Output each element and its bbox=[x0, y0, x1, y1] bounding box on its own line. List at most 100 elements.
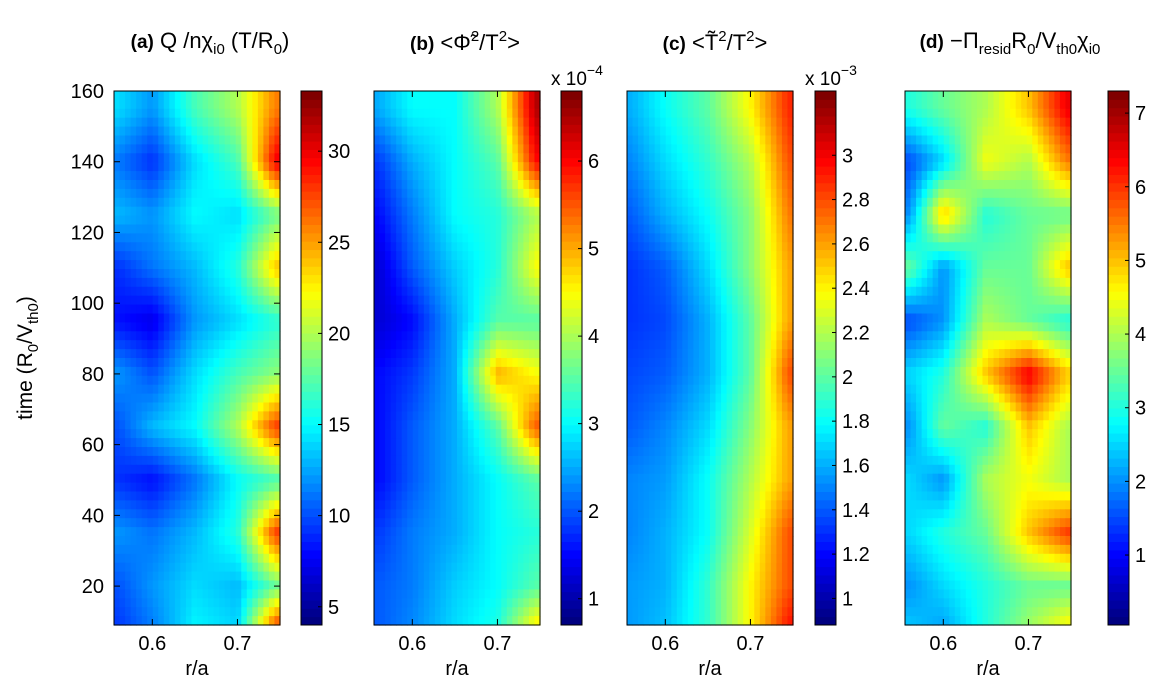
heatmap-cell bbox=[174, 99, 181, 110]
heatmap-cell bbox=[125, 464, 132, 475]
heatmap-cell bbox=[158, 393, 165, 404]
heatmap-cell bbox=[660, 117, 667, 128]
heatmap-cell bbox=[434, 420, 441, 430]
heatmap-cell bbox=[676, 349, 683, 359]
heatmap-cell bbox=[440, 429, 447, 439]
heatmap-cell bbox=[445, 589, 453, 599]
heatmap-cell bbox=[263, 171, 270, 181]
heatmap-cell bbox=[412, 589, 419, 599]
heatmap-cell bbox=[632, 438, 639, 448]
heatmap-cell bbox=[512, 420, 519, 430]
heatmap-cell bbox=[412, 402, 419, 412]
heatmap-cell bbox=[429, 188, 436, 199]
heatmap-cell bbox=[495, 358, 502, 368]
heatmap-cell bbox=[721, 331, 728, 341]
heatmap-cell bbox=[396, 206, 403, 217]
heatmap-cell bbox=[501, 340, 508, 350]
heatmap-cell bbox=[671, 438, 678, 448]
heatmap-cell bbox=[715, 429, 722, 439]
heatmap-cell bbox=[748, 286, 755, 297]
heatmap-cell bbox=[468, 482, 475, 493]
heatmap-cell bbox=[374, 482, 381, 493]
heatmap-cell bbox=[732, 393, 739, 404]
heatmap-cell bbox=[230, 260, 237, 270]
heatmap-cell bbox=[191, 429, 198, 439]
heatmap-cell bbox=[698, 331, 706, 341]
heatmap-cell bbox=[445, 491, 453, 501]
heatmap-cell bbox=[219, 108, 226, 119]
heatmap-cell bbox=[191, 402, 198, 412]
heatmap-cell bbox=[385, 224, 392, 234]
heatmap-cell bbox=[490, 108, 497, 119]
heatmap-cell bbox=[423, 215, 430, 226]
heatmap-cell bbox=[396, 358, 403, 368]
heatmap-cell bbox=[462, 553, 469, 564]
heatmap-cell bbox=[512, 473, 519, 484]
heatmap-cell bbox=[252, 366, 259, 377]
heatmap-cell bbox=[671, 358, 678, 368]
heatmap-cell bbox=[759, 375, 766, 386]
heatmap-cell bbox=[434, 518, 441, 528]
heatmap-cell bbox=[737, 340, 744, 350]
heatmap-cell bbox=[660, 366, 667, 377]
heatmap-cell bbox=[643, 295, 650, 306]
heatmap-cell bbox=[185, 171, 193, 181]
heatmap-cell bbox=[208, 286, 215, 297]
heatmap-cell bbox=[523, 340, 530, 350]
heatmap-cell bbox=[147, 162, 154, 172]
heatmap-cell bbox=[418, 411, 425, 421]
heatmap-cell bbox=[770, 224, 777, 234]
heatmap-cell bbox=[158, 429, 165, 439]
heatmap-cell bbox=[649, 349, 656, 359]
colorbar-swatch bbox=[561, 232, 582, 242]
heatmap-cell bbox=[440, 384, 447, 395]
heatmap-cell bbox=[136, 464, 143, 475]
heatmap-cell bbox=[235, 171, 242, 181]
heatmap-cell bbox=[462, 509, 469, 519]
colorbar-swatch bbox=[301, 232, 322, 242]
heatmap-cell bbox=[257, 144, 264, 154]
heatmap-cell bbox=[268, 384, 276, 395]
heatmap-cell bbox=[693, 251, 700, 261]
heatmap-cell bbox=[423, 251, 430, 261]
heatmap-cell bbox=[263, 322, 270, 332]
heatmap-cell bbox=[715, 331, 722, 341]
heatmap-cell bbox=[748, 411, 755, 421]
heatmap-cell bbox=[693, 233, 700, 243]
heatmap-cell bbox=[468, 500, 475, 510]
heatmap-cell bbox=[268, 598, 276, 608]
heatmap-cell bbox=[528, 260, 536, 270]
heatmap-cell bbox=[224, 429, 231, 439]
heatmap-cell bbox=[197, 420, 204, 430]
heatmap-cell bbox=[787, 313, 794, 323]
heatmap-cell bbox=[241, 562, 248, 573]
heatmap-cell bbox=[451, 527, 458, 537]
heatmap-cell bbox=[418, 144, 425, 154]
heatmap-cell bbox=[451, 206, 458, 217]
heatmap-cell bbox=[136, 117, 143, 128]
heatmap-cell bbox=[754, 206, 761, 217]
heatmap-cell bbox=[748, 242, 755, 252]
heatmap-cell bbox=[141, 580, 148, 590]
heatmap-cell bbox=[638, 153, 645, 163]
heatmap-cell bbox=[748, 117, 755, 128]
heatmap-cell bbox=[374, 509, 381, 519]
heatmap-cell bbox=[704, 206, 711, 217]
heatmap-cell bbox=[754, 393, 761, 404]
heatmap-cell bbox=[710, 171, 717, 181]
heatmap-cell bbox=[158, 455, 165, 466]
heatmap-cell bbox=[682, 206, 689, 217]
heatmap-cell bbox=[698, 135, 706, 145]
heatmap-cell bbox=[169, 607, 176, 617]
heatmap-cell bbox=[274, 180, 281, 190]
heatmap-cell bbox=[208, 135, 215, 145]
heatmap-cell bbox=[506, 518, 513, 528]
heatmap-cell bbox=[246, 500, 253, 510]
heatmap-cell bbox=[130, 393, 137, 404]
heatmap-cell bbox=[473, 536, 480, 546]
heatmap-cell bbox=[776, 402, 783, 412]
heatmap-cell bbox=[412, 438, 419, 448]
heatmap-cell bbox=[202, 215, 209, 226]
heatmap-cell bbox=[649, 331, 656, 341]
heatmap-cell bbox=[246, 269, 253, 279]
